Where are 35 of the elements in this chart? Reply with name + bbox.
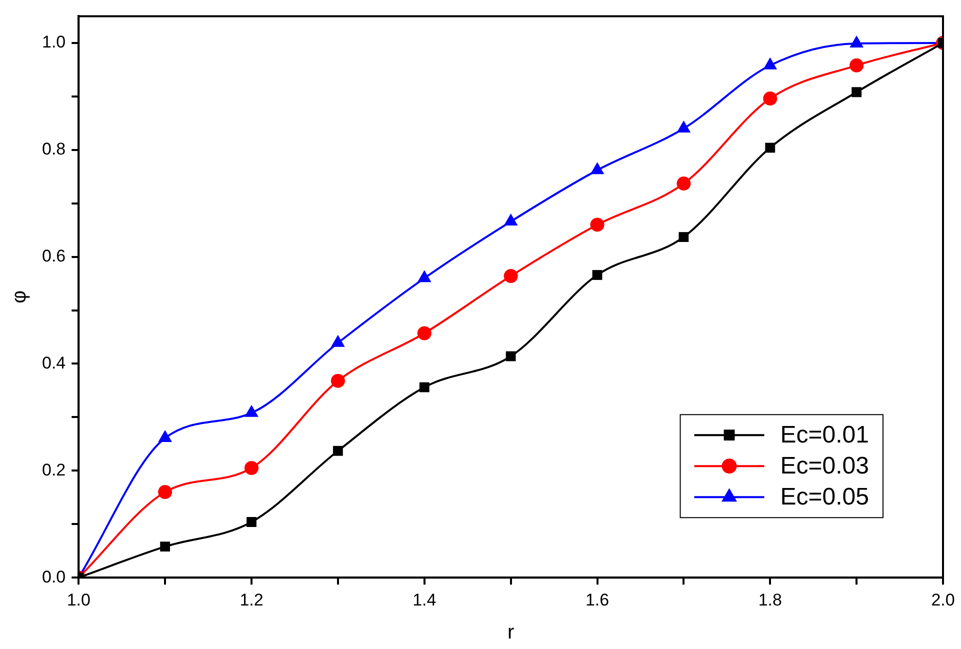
point bbox=[592, 270, 602, 280]
point bbox=[504, 269, 518, 284]
legend-label: Ec=0.05 bbox=[780, 484, 869, 511]
legend-label: Ec=0.01 bbox=[780, 422, 869, 449]
y-tick-label: 0.2 bbox=[42, 460, 66, 480]
point bbox=[678, 232, 689, 242]
point bbox=[590, 218, 604, 232]
y-tick-label: 0.8 bbox=[42, 140, 66, 159]
point bbox=[332, 446, 343, 456]
y-tick-label: 0.6 bbox=[42, 246, 66, 266]
y-axis-title: φ bbox=[8, 290, 31, 304]
point bbox=[676, 176, 691, 191]
legend-label: Ec=0.03 bbox=[780, 452, 869, 480]
x-tick-label: 1.6 bbox=[585, 590, 610, 610]
point bbox=[763, 92, 778, 106]
y-tick-label: 1.0 bbox=[42, 32, 66, 52]
y-tick-label: 0.0 bbox=[42, 567, 66, 586]
x-tick-label: 1.0 bbox=[66, 590, 90, 610]
y-tick-label: 0.4 bbox=[42, 353, 66, 372]
point bbox=[244, 460, 259, 475]
x-tick-label: 1.8 bbox=[758, 590, 782, 610]
point bbox=[765, 142, 776, 153]
x-tick-label: 1.2 bbox=[240, 590, 264, 610]
point bbox=[419, 382, 430, 392]
point bbox=[158, 485, 172, 500]
x-tick-label: 2.0 bbox=[931, 590, 955, 610]
x-axis-title: r bbox=[507, 622, 514, 644]
point bbox=[246, 517, 256, 527]
point bbox=[330, 374, 345, 388]
point bbox=[506, 351, 516, 362]
point bbox=[160, 542, 170, 552]
x-tick-label: 1.4 bbox=[412, 590, 436, 610]
point bbox=[417, 326, 432, 340]
point bbox=[850, 58, 864, 72]
point bbox=[852, 87, 862, 98]
